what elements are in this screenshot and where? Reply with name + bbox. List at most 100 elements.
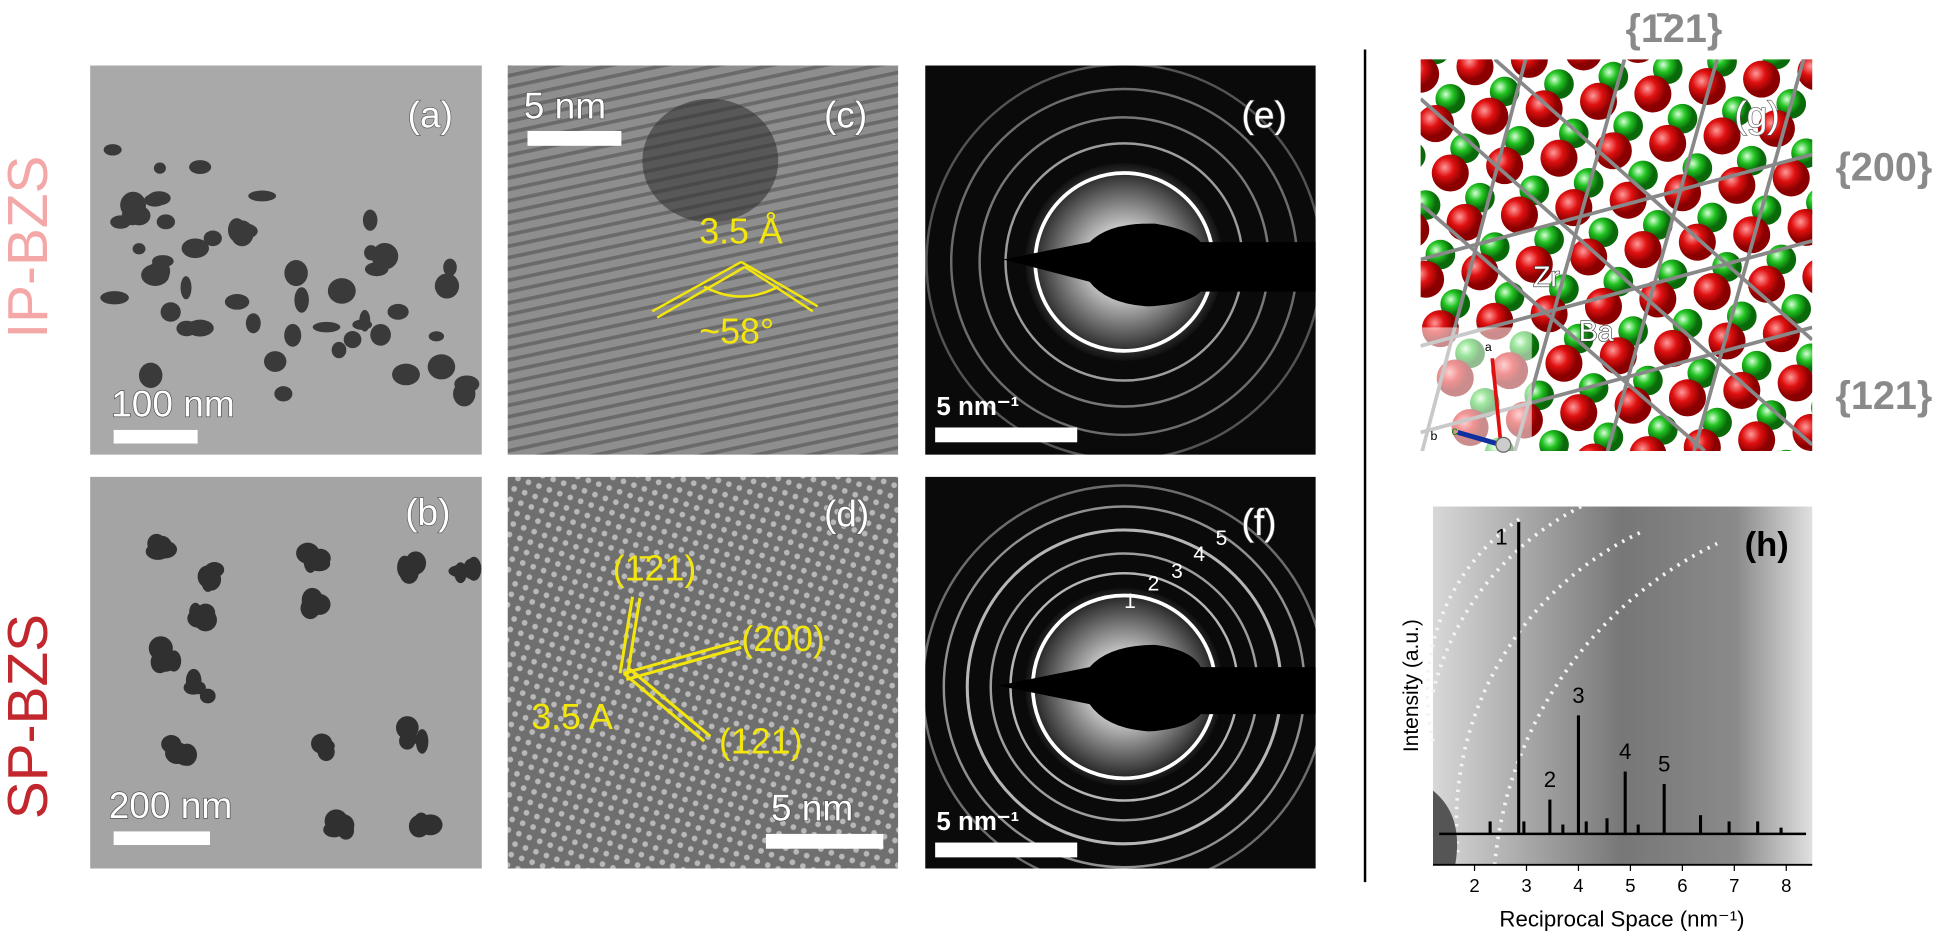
- particle: [224, 294, 250, 310]
- particle: [427, 354, 456, 380]
- panel-label: (e): [1242, 93, 1287, 135]
- atom-zr: [1741, 350, 1772, 381]
- atom-ba: [1842, 201, 1879, 238]
- particle: [103, 144, 122, 156]
- atom-zr: [1811, 401, 1813, 414]
- atom-ba: [1787, 208, 1813, 246]
- particle: [186, 319, 214, 337]
- atom-ba: [1466, 458, 1503, 495]
- atom-zr: [1885, 74, 1915, 104]
- atom-ba: [1703, 117, 1741, 155]
- particle: [331, 813, 355, 837]
- atom-ba: [1420, 105, 1454, 143]
- atom-zr: [1663, 465, 1693, 495]
- panel-label: (b): [405, 491, 450, 533]
- atom-ba: [1456, 59, 1494, 86]
- particle: [145, 543, 171, 560]
- atom-ba: [1594, 132, 1632, 170]
- particle: [148, 636, 173, 661]
- x-tick-label: 3: [1521, 875, 1531, 896]
- particles: [100, 144, 480, 407]
- scale-bar-label: 200 nm: [109, 784, 233, 826]
- particle: [132, 243, 146, 255]
- atom-ba: [1510, 59, 1548, 78]
- particle: [284, 259, 308, 287]
- atom-zr: [1544, 69, 1574, 99]
- particle: [405, 551, 427, 575]
- particle: [284, 323, 302, 347]
- plane-label: {121}: [1836, 374, 1933, 418]
- atom-zr: [1489, 76, 1520, 107]
- atom-zr: [1584, 12, 1614, 42]
- angle-marker: [651, 260, 819, 319]
- ring-label: 5: [1216, 527, 1228, 550]
- atom-zr: [1539, 429, 1569, 451]
- atom-ba: [1797, 59, 1813, 90]
- particle: [294, 287, 309, 313]
- atom-zr: [1836, 287, 1866, 317]
- beam-shadow: [1432, 790, 1458, 865]
- atom-zr: [1534, 224, 1564, 255]
- axis-inset: [1420, 327, 1532, 451]
- ring-label: 2: [1148, 573, 1160, 596]
- ring: [921, 484, 1327, 890]
- annotation: (121): [719, 722, 803, 762]
- atom-zr: [1722, 96, 1752, 127]
- atom-zr: [1890, 279, 1920, 309]
- atom-zr: [1780, 449, 1793, 451]
- atom-ba: [1837, 0, 1874, 33]
- atom-zr: [1781, 294, 1811, 324]
- atom-zr: [1855, 0, 1885, 5]
- ring-arcs: [1425, 504, 1718, 865]
- atom-zr: [1747, 0, 1777, 20]
- atom-ba: [1471, 97, 1509, 135]
- atom-ba: [1560, 394, 1598, 432]
- atom-ba: [1867, 95, 1904, 132]
- atom-zr: [1558, 118, 1589, 149]
- scale-bar-label: 5 nm⁻¹: [936, 393, 1019, 421]
- particle: [187, 608, 209, 628]
- panel-label: (f): [1242, 501, 1277, 543]
- particle: [453, 381, 476, 407]
- scale-bar: [765, 833, 884, 849]
- atom-ba: [1817, 308, 1854, 345]
- atom-ba: [1420, 59, 1440, 93]
- atom-ba: [1521, 451, 1558, 488]
- particle: [248, 190, 277, 202]
- annotation: 3.5 A: [531, 697, 613, 737]
- atom-ba: [1668, 379, 1706, 417]
- particle: [153, 162, 166, 174]
- y-axis-title: Intensity (a.u.): [1400, 619, 1423, 752]
- particle: [371, 242, 399, 270]
- atom-ba: [1738, 421, 1776, 451]
- atom-ba: [1663, 174, 1702, 212]
- panel-label: (d): [824, 492, 869, 534]
- particle: [401, 732, 419, 746]
- particle: [343, 331, 362, 349]
- peak-label: 5: [1658, 752, 1670, 777]
- atom-ba: [1624, 231, 1662, 269]
- atom-zr: [1608, 472, 1638, 502]
- atom-label: Zr: [1533, 262, 1560, 294]
- particle: [245, 313, 261, 334]
- panel-label: (h): [1745, 526, 1789, 564]
- atom-zr: [1529, 20, 1559, 50]
- particle: [413, 818, 436, 832]
- atom-zr: [1831, 82, 1861, 112]
- axis-arrow: [1490, 358, 1503, 445]
- atom-zr: [1588, 217, 1619, 248]
- scale-bar: [113, 429, 198, 444]
- annotation: 3.5 Å: [699, 211, 783, 251]
- particle: [415, 729, 429, 754]
- particle: [100, 291, 129, 305]
- atom-ba: [1442, 0, 1479, 36]
- scale-bar-label: 5 nm⁻¹: [936, 808, 1019, 836]
- atom-ba: [1446, 203, 1484, 241]
- atom-ba: [1570, 238, 1608, 276]
- shadow: [642, 98, 779, 223]
- atom-zr: [1593, 422, 1624, 451]
- atom-ba: [1659, 0, 1696, 6]
- x-tick-label: 2: [1469, 875, 1479, 896]
- atom-zr: [1821, 237, 1851, 267]
- scale-bar-label: 5 nm: [524, 85, 606, 127]
